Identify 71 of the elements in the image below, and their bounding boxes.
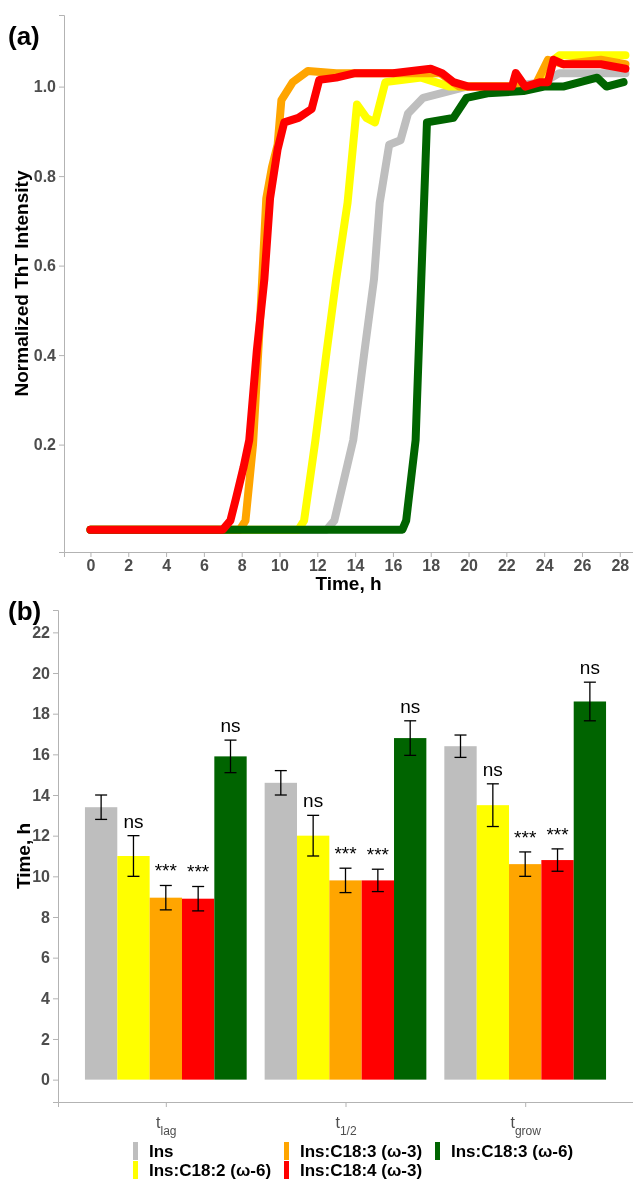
y-tick-label: 0.8 <box>33 167 57 185</box>
y-tick-label: 6 <box>41 949 51 967</box>
data-label: *** <box>154 860 178 882</box>
bar <box>476 805 510 1080</box>
y-tick-label: 0.6 <box>33 257 57 275</box>
bar <box>573 701 607 1080</box>
y-tick-label: 8 <box>41 908 51 926</box>
data-label: *** <box>366 844 390 866</box>
y-tick-label: 1.0 <box>33 78 57 96</box>
y-tick-label: 20 <box>32 664 51 682</box>
x-tick-label: 6 <box>199 557 209 575</box>
bar <box>509 864 542 1080</box>
bar <box>181 898 215 1080</box>
x-tick-label: t$_{1/2}$ <box>335 1113 357 1138</box>
x-tick-label: t$_{grow}$ <box>510 1113 542 1138</box>
x-tick-label: 20 <box>460 557 479 575</box>
data-label: ns <box>220 715 241 737</box>
y-tick-label: 16 <box>32 745 51 763</box>
y-tick-label: 14 <box>32 786 51 804</box>
x-tick-label: 10 <box>271 557 289 575</box>
bar <box>296 835 330 1080</box>
x-tick-label: 14 <box>346 557 365 575</box>
legend-label: Ins <box>149 1142 174 1161</box>
y-tick-label: 10 <box>32 867 51 885</box>
y-tick-label: 2 <box>41 1030 51 1048</box>
legend-label: Ins:C18:4 (ω-3) <box>300 1161 423 1180</box>
y-tick-label: 0.2 <box>33 436 57 454</box>
data-label: ns <box>482 758 503 780</box>
data-label: *** <box>514 826 537 848</box>
data-label: ns <box>303 790 324 812</box>
legend-label: Ins:C18:3 (ω-3) <box>300 1142 423 1161</box>
y-tick-label: 4 <box>41 989 51 1007</box>
y-tick-label: 18 <box>32 705 51 723</box>
bar <box>117 856 150 1080</box>
y-tick-label: 0 <box>41 1071 51 1089</box>
x-tick-label: 26 <box>573 557 592 575</box>
bar <box>264 782 297 1080</box>
chart-title: (b) <box>8 596 42 626</box>
bar <box>361 880 395 1080</box>
legend-label: Ins:C18:3 (ω-6) <box>451 1142 574 1161</box>
x-tick-label: 2 <box>124 557 134 575</box>
bar <box>214 756 247 1080</box>
x-tick-label: 22 <box>497 557 516 575</box>
x-tick-label: t$_{lag}$ <box>156 1113 177 1138</box>
data-label: *** <box>187 861 210 883</box>
x-tick-label: 16 <box>384 557 403 575</box>
bar <box>541 860 574 1080</box>
y-axis-title: Normalized ThT Intensity <box>11 170 32 397</box>
bar <box>444 746 477 1080</box>
x-tick-label: 18 <box>422 557 441 575</box>
x-tick-label: 4 <box>162 557 172 575</box>
bar <box>84 807 118 1080</box>
data-label: ns <box>400 695 421 717</box>
bar <box>149 897 182 1080</box>
y-tick-label: 12 <box>32 827 51 845</box>
y-tick-label: 0.4 <box>33 346 57 364</box>
data-label: *** <box>546 823 570 845</box>
data-label: *** <box>334 843 358 865</box>
x-tick-label: 24 <box>535 557 554 575</box>
x-tick-label: 0 <box>86 557 96 575</box>
x-axis-title: Time, h <box>315 573 382 594</box>
legend-label: Ins:C18:2 (ω-6) <box>149 1161 272 1180</box>
x-tick-label: 8 <box>237 557 247 575</box>
data-label: ns <box>123 810 144 832</box>
data-label: ns <box>579 657 600 679</box>
bar <box>329 880 362 1080</box>
y-axis-title: Time, h <box>13 822 34 890</box>
chart-title: (a) <box>8 21 40 51</box>
x-tick-label: 12 <box>308 557 327 575</box>
x-tick-label: 28 <box>611 557 630 575</box>
bar <box>394 738 427 1080</box>
